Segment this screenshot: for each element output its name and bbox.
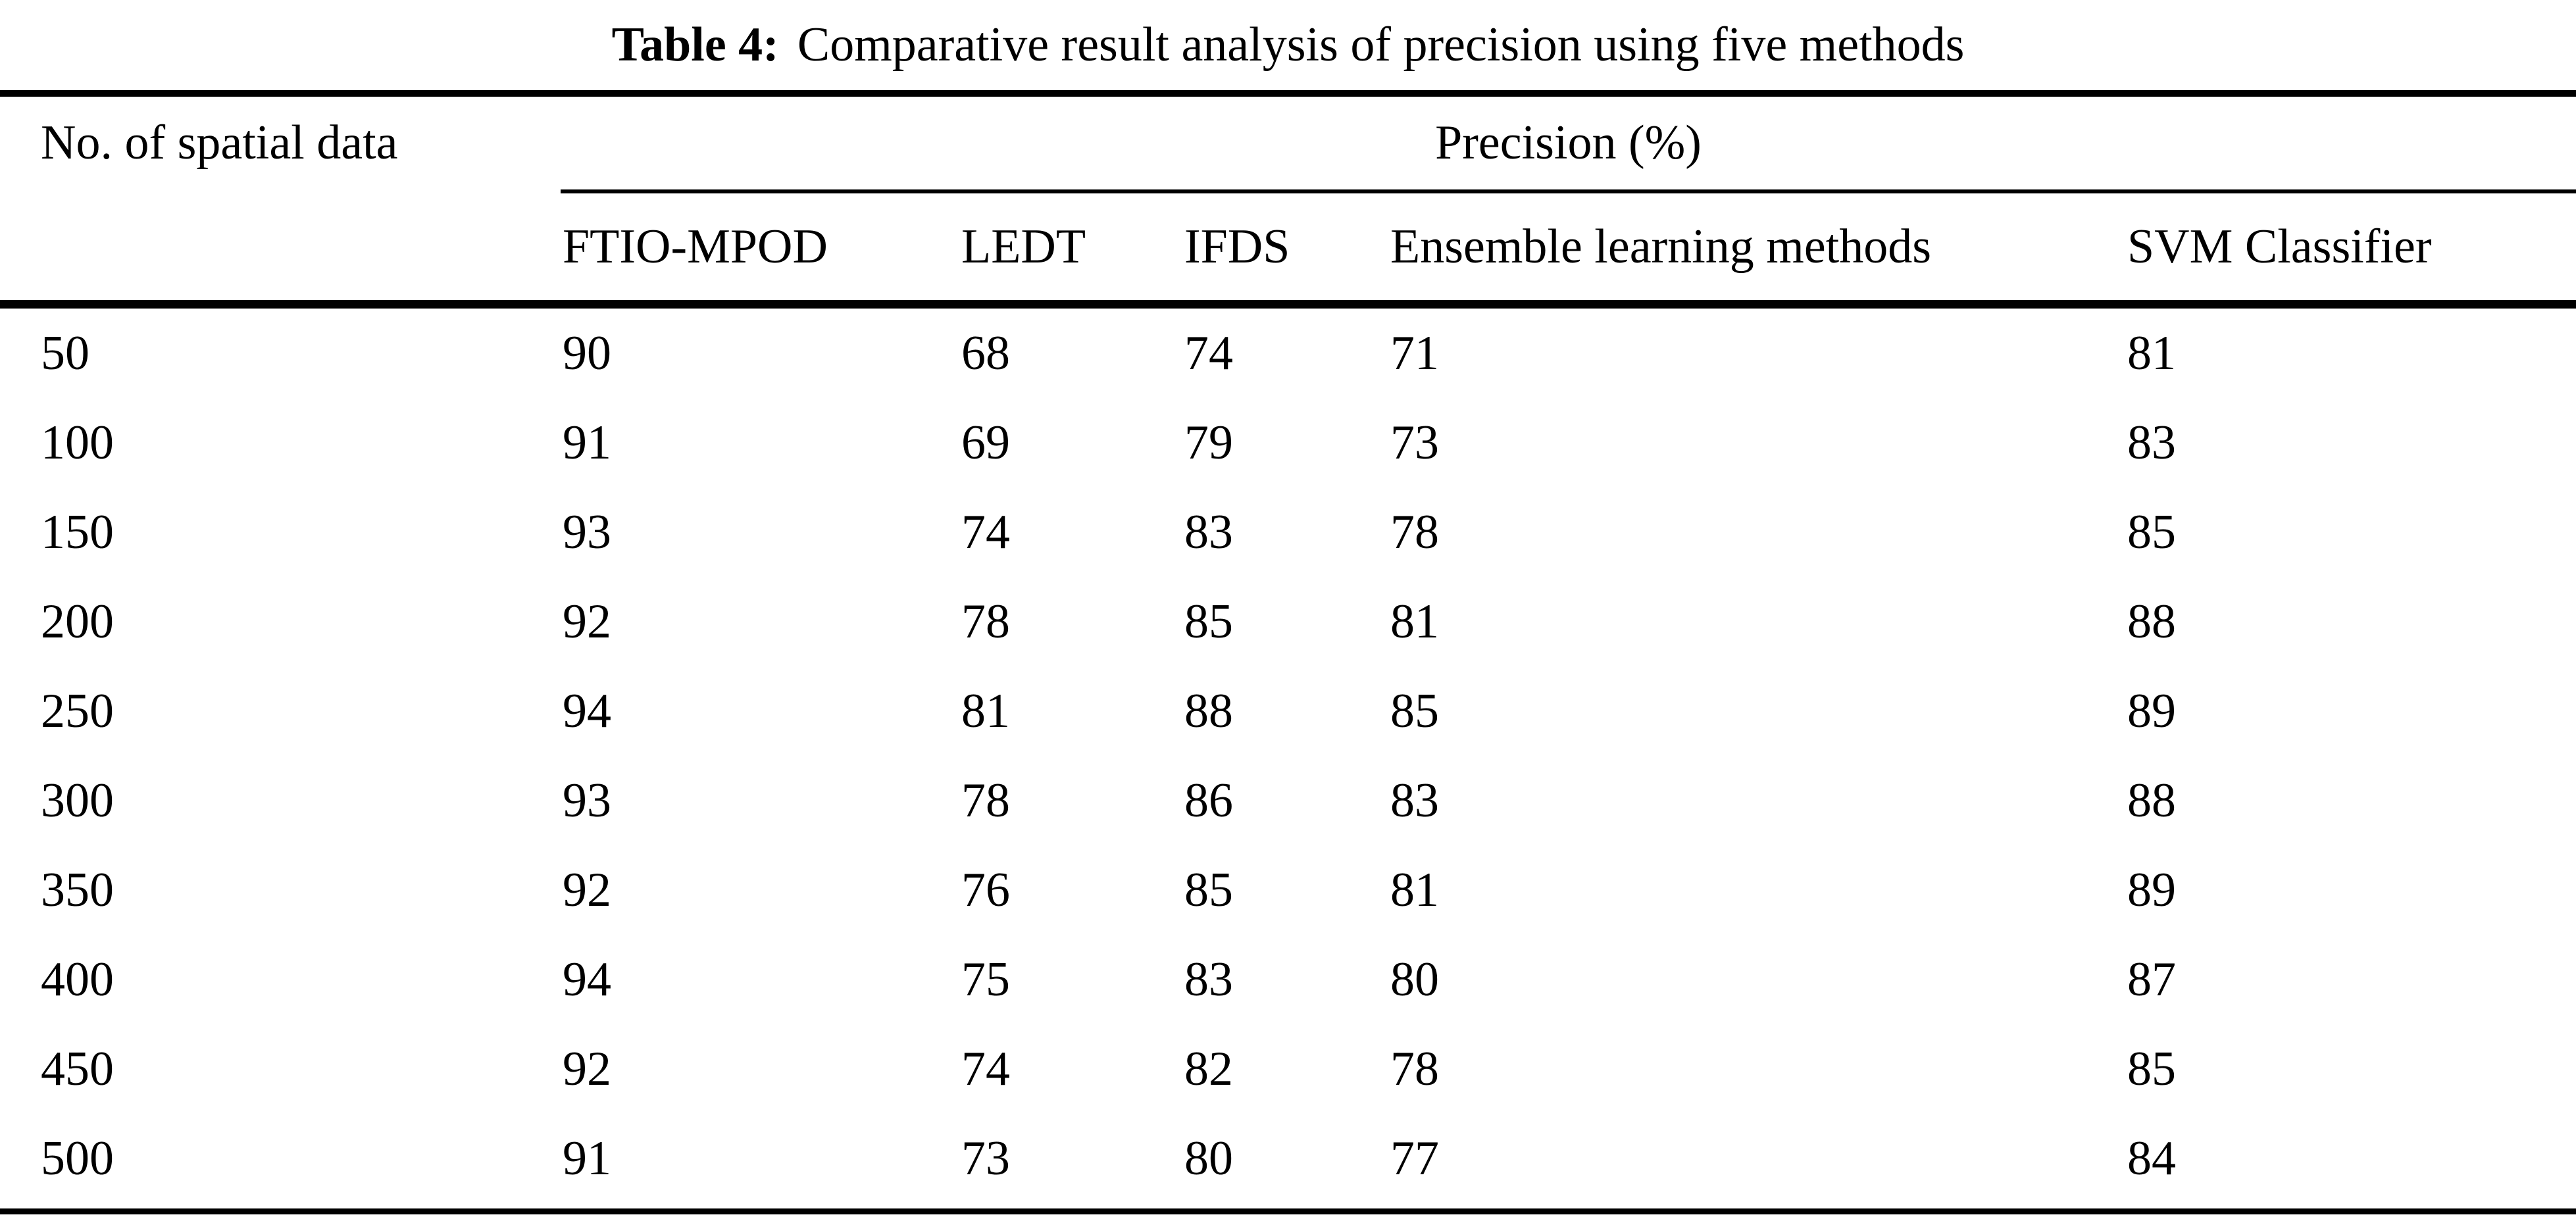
svm-cell: 89 [2127,684,2176,738]
column-header-ifds: IFDS [1184,220,1290,274]
column-header-ledt: LEDT [961,220,1086,274]
table-row: 100 91 69 79 73 83 [0,398,2576,487]
table-row: 350 92 76 85 81 89 [0,845,2576,935]
column-header-ftio-mpod: FTIO-MPOD [563,220,828,274]
table-caption: Table 4: Comparative result analysis of p… [0,5,2576,84]
ifds-cell: 74 [1184,326,1233,380]
ftio-mpod-cell: 94 [563,953,611,1007]
rule-under-precision-header [561,189,2576,193]
svm-cell: 88 [2127,595,2176,649]
spatial-count-cell: 150 [41,505,114,559]
ifds-cell: 85 [1184,863,1233,917]
spatial-count-cell: 350 [41,863,114,917]
spatial-count-cell: 250 [41,684,114,738]
spatial-count-cell: 500 [41,1132,114,1185]
ledt-cell: 74 [961,1042,1010,1096]
ledt-cell: 68 [961,326,1010,380]
ensemble-cell: 71 [1390,326,1439,380]
ensemble-cell: 78 [1390,505,1439,559]
ensemble-cell: 78 [1390,1042,1439,1096]
table-row: 250 94 81 88 85 89 [0,666,2576,756]
table-row: 50 90 68 74 71 81 [0,309,2576,398]
svm-cell: 83 [2127,416,2176,470]
spatial-count-cell: 50 [41,326,89,380]
ledt-cell: 69 [961,416,1010,470]
table-caption-text: Comparative result analysis of precision… [797,18,1965,72]
spatial-count-cell: 100 [41,416,114,470]
table-row: 500 91 73 80 77 84 [0,1114,2576,1203]
ifds-cell: 82 [1184,1042,1233,1096]
ftio-mpod-cell: 91 [563,1132,611,1185]
stub-header-spacer [41,193,563,300]
column-header-ensemble: Ensemble learning methods [1390,220,1932,274]
svm-cell: 84 [2127,1132,2176,1185]
ifds-cell: 88 [1184,684,1233,738]
svm-cell: 81 [2127,326,2176,380]
ftio-mpod-cell: 90 [563,326,611,380]
table-header-row-1: No. of spatial data Precision (%) [0,97,2576,189]
rule-under-headers [0,300,2576,309]
spatial-count-cell: 200 [41,595,114,649]
stub-column-header: No. of spatial data [41,116,398,170]
ifds-cell: 80 [1184,1132,1233,1185]
spatial-count-cell: 400 [41,953,114,1007]
ensemble-cell: 81 [1390,863,1439,917]
ledt-cell: 75 [961,953,1010,1007]
ifds-cell: 83 [1184,953,1233,1007]
ensemble-cell: 80 [1390,953,1439,1007]
ledt-cell: 78 [961,774,1010,828]
table-caption-label: Table 4: [611,18,779,72]
ledt-cell: 74 [961,505,1010,559]
table-body: 50 90 68 74 71 81 100 91 69 79 73 83 150… [0,309,2576,1203]
ftio-mpod-cell: 93 [563,774,611,828]
precision-span-header: Precision (%) [1435,116,1702,170]
ledt-cell: 78 [961,595,1010,649]
rule-bottom [0,1208,2576,1214]
spatial-count-cell: 450 [41,1042,114,1096]
spatial-count-cell: 300 [41,774,114,828]
ifds-cell: 86 [1184,774,1233,828]
ledt-cell: 73 [961,1132,1010,1185]
svm-cell: 89 [2127,863,2176,917]
ftio-mpod-cell: 93 [563,505,611,559]
table-row: 300 93 78 86 83 88 [0,756,2576,845]
table-row: 150 93 74 83 78 85 [0,487,2576,577]
rule-top [0,90,2576,97]
ledt-cell: 81 [961,684,1010,738]
ensemble-cell: 81 [1390,595,1439,649]
ftio-mpod-cell: 92 [563,1042,611,1096]
svm-cell: 87 [2127,953,2176,1007]
ifds-cell: 85 [1184,595,1233,649]
ftio-mpod-cell: 91 [563,416,611,470]
ensemble-cell: 73 [1390,416,1439,470]
ftio-mpod-cell: 92 [563,863,611,917]
ensemble-cell: 83 [1390,774,1439,828]
ftio-mpod-cell: 94 [563,684,611,738]
ledt-cell: 76 [961,863,1010,917]
table-header-row-2: FTIO-MPOD LEDT IFDS Ensemble learning me… [0,193,2576,300]
table-row: 450 92 74 82 78 85 [0,1024,2576,1114]
ifds-cell: 79 [1184,416,1233,470]
ensemble-cell: 85 [1390,684,1439,738]
svm-cell: 85 [2127,505,2176,559]
ftio-mpod-cell: 92 [563,595,611,649]
ensemble-cell: 77 [1390,1132,1439,1185]
table-row: 400 94 75 83 80 87 [0,935,2576,1024]
table-row: 200 92 78 85 81 88 [0,577,2576,666]
svm-cell: 85 [2127,1042,2176,1096]
ifds-cell: 83 [1184,505,1233,559]
column-header-svm: SVM Classifier [2127,220,2432,274]
svm-cell: 88 [2127,774,2176,828]
